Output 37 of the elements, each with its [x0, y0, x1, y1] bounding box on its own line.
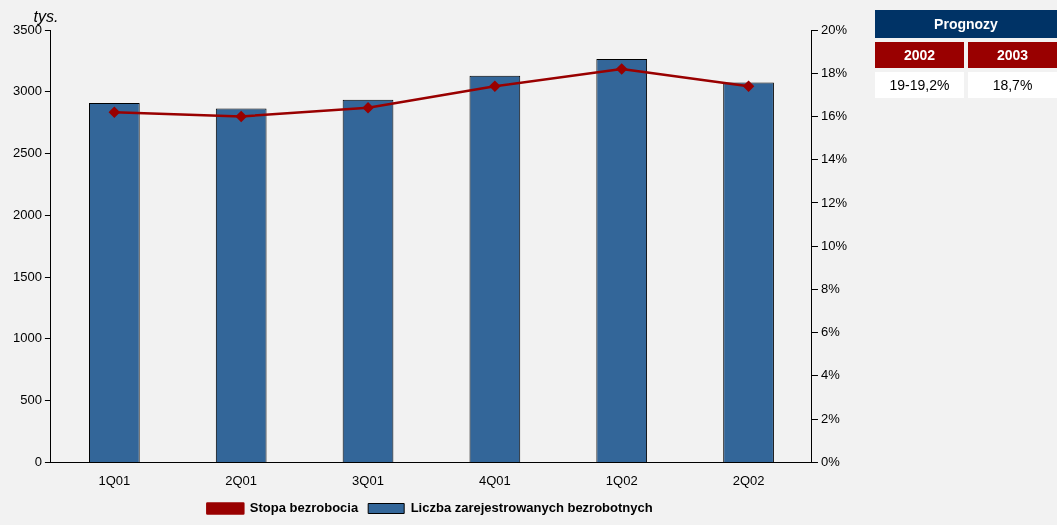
- y2-tick-label: 16%: [820, 108, 848, 124]
- y2-tick-label: 12%: [820, 194, 848, 210]
- y2-tick-label: 18%: [820, 64, 848, 80]
- y2-tick-label: 0%: [820, 453, 841, 469]
- text: 19-19,2%: [875, 72, 964, 98]
- y2-tick-label: 20%: [820, 21, 848, 37]
- point: [362, 102, 374, 114]
- y-tick-label: 2000: [13, 206, 42, 222]
- x-tick-label: 1Q01: [98, 472, 131, 488]
- x-tick-label: 4Q01: [478, 472, 511, 488]
- point: [616, 63, 627, 75]
- point: [235, 111, 247, 122]
- x-tick-label: 1Q02: [605, 472, 638, 488]
- y2-tick-label: 6%: [820, 324, 841, 340]
- y2-tick-label: 10%: [820, 237, 848, 253]
- x-tick-label: 3Q01: [352, 472, 384, 488]
- text: 2003: [968, 42, 1057, 68]
- legend-label: Liczba zarejestrowanych bezrobotnych: [410, 500, 653, 516]
- point: [743, 80, 754, 92]
- y-tick-label: 0: [34, 453, 42, 469]
- y-tick-label: 500: [20, 392, 42, 408]
- y-tick-label: 1000: [13, 330, 42, 346]
- x-tick-label: 2Q02: [732, 472, 765, 488]
- y-tick-label: 3000: [13, 83, 42, 99]
- y-tick-label: 2500: [13, 145, 42, 161]
- y2-tick-label: 2%: [820, 410, 841, 426]
- legend-label: Stopa bezrobocia: [249, 500, 359, 516]
- text: Prognozy: [875, 10, 1057, 38]
- y2-tick-label: 8%: [820, 281, 841, 297]
- text: 18,7%: [968, 72, 1057, 98]
- x-tick-label: 2Q01: [225, 472, 258, 488]
- text: 2002: [875, 42, 964, 68]
- point: [489, 80, 501, 92]
- point: [109, 106, 120, 118]
- y-tick-label: 1500: [13, 268, 42, 284]
- y2-tick-label: 4%: [820, 367, 841, 383]
- y2-tick-label: 14%: [820, 151, 848, 167]
